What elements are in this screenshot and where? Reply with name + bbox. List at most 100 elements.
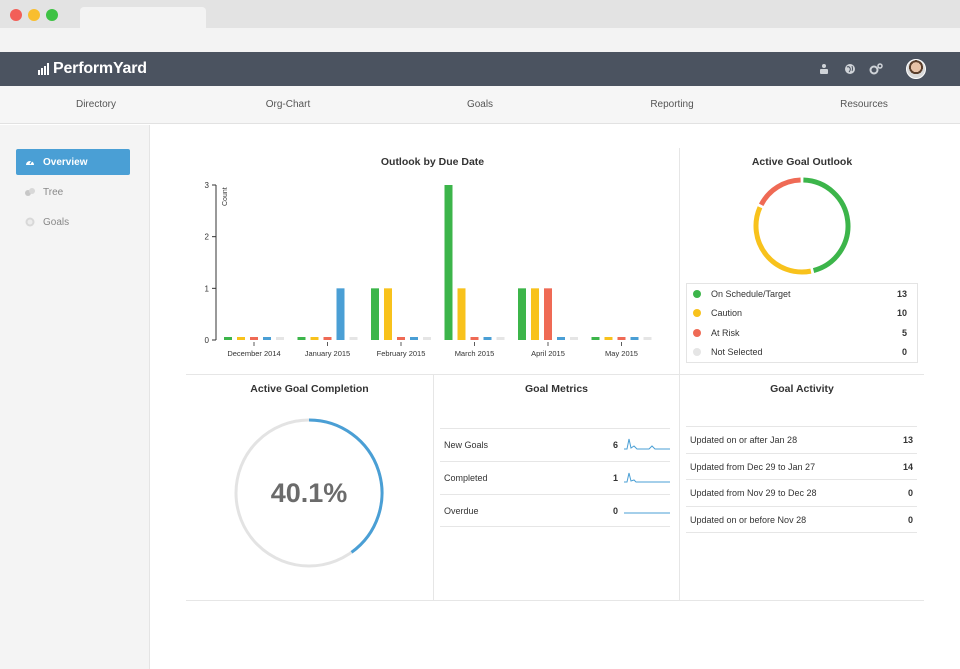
sidebar-item-goals[interactable]: Goals <box>16 209 130 235</box>
metric-row-overdue: Overdue 0 <box>440 494 670 527</box>
activity-row: Updated on or after Jan 28 13 <box>686 426 917 453</box>
sidebar-item-tree[interactable]: Tree <box>16 179 130 205</box>
sidebar-item-label: Tree <box>43 186 64 198</box>
tree-icon <box>25 187 35 197</box>
bar <box>237 337 245 340</box>
app-name: PerformYard <box>53 60 147 77</box>
bar <box>444 185 453 340</box>
browser-chrome <box>0 0 960 52</box>
user-avatar[interactable] <box>906 59 926 79</box>
divider <box>186 374 924 375</box>
bar <box>496 337 505 340</box>
sidebar: Overview Tree Goals <box>0 125 150 669</box>
main-nav: Directory Org-Chart Goals Reporting Reso… <box>0 86 960 124</box>
sidebar-item-label: Goals <box>43 216 70 228</box>
close-window-button[interactable] <box>10 9 22 21</box>
donut-slice <box>758 177 801 207</box>
bar <box>323 337 332 340</box>
donut-slice <box>753 206 812 275</box>
x-tick-label: March 2015 <box>455 349 495 358</box>
metrics-title: Goal Metrics <box>524 383 589 395</box>
completion-ring-progress <box>308 418 384 554</box>
x-tick-label: February 2015 <box>377 349 426 358</box>
outlook-legend: On Schedule/Target 13 Caution 10 At Risk… <box>686 283 918 363</box>
legend-dot <box>693 328 701 337</box>
bar <box>531 288 539 340</box>
legend-dot <box>693 309 701 318</box>
target-icon <box>25 217 35 227</box>
browser-toolbar <box>0 28 960 52</box>
outlook-bar-chart: 0 1 2 3 Count December 2014 January 2015 Febru… <box>205 181 652 358</box>
x-tick-label: May 2015 <box>605 349 638 358</box>
y-axis-label: Count <box>222 187 229 206</box>
minimize-window-button[interactable] <box>28 9 40 21</box>
bar <box>310 337 319 340</box>
donut-slice <box>803 177 851 273</box>
legend-dot <box>693 348 701 357</box>
maximize-window-button[interactable] <box>46 9 58 21</box>
divider <box>433 374 434 600</box>
bar <box>518 288 526 340</box>
bar <box>384 288 392 340</box>
org-icon[interactable] <box>816 61 832 77</box>
completed-sparkline <box>624 472 670 483</box>
gears-icon[interactable] <box>868 61 884 77</box>
x-tick-label: January 2015 <box>305 349 350 358</box>
x-tick-label: April 2015 <box>531 349 565 358</box>
bar <box>349 337 358 340</box>
active-outlook-donut <box>753 177 851 275</box>
bar <box>570 337 578 340</box>
activity-title: Goal Activity <box>770 383 834 395</box>
y-tick-label: 0 <box>205 336 210 345</box>
bar <box>276 337 284 340</box>
sidebar-item-label: Overview <box>43 156 88 168</box>
nav-resources[interactable]: Resources <box>840 99 888 110</box>
bar <box>483 337 492 340</box>
bar <box>544 288 552 340</box>
nav-goals[interactable]: Goals <box>466 99 494 110</box>
bar <box>630 337 639 340</box>
new-goals-sparkline <box>624 438 670 450</box>
divider <box>186 600 924 601</box>
overdue-sparkline <box>624 512 670 513</box>
metric-row-new-goals: New Goals 6 <box>440 428 670 461</box>
legend-row-on-schedule: On Schedule/Target 13 <box>687 284 917 304</box>
bar <box>643 337 652 340</box>
bar <box>371 288 379 340</box>
app-header: PerformYard <box>0 52 960 86</box>
completion-title: Active Goal Completion <box>250 383 369 395</box>
completion-percent: 40.1% <box>271 478 348 508</box>
globe-icon[interactable] <box>842 61 858 77</box>
legend-dot <box>693 289 701 298</box>
nav-org-chart[interactable]: Org-Chart <box>265 99 311 110</box>
legend-row-not-selected: Not Selected 0 <box>687 343 917 363</box>
metric-row-completed: Completed 1 <box>440 461 670 494</box>
app-logo[interactable]: PerformYard <box>38 60 147 78</box>
bar <box>423 337 431 340</box>
bar <box>224 337 232 340</box>
nav-reporting[interactable]: Reporting <box>650 99 694 110</box>
bar <box>591 337 600 340</box>
nav-directory[interactable]: Directory <box>75 99 116 110</box>
activity-row: Updated from Nov 29 to Dec 28 0 <box>686 479 917 506</box>
x-tick-label: December 2014 <box>227 349 280 358</box>
activity-row: Updated from Dec 29 to Jan 27 14 <box>686 453 917 479</box>
bar <box>470 337 479 340</box>
bar <box>410 337 418 340</box>
y-tick-label: 3 <box>205 181 210 190</box>
bar <box>297 337 306 340</box>
logo-bars-icon <box>38 63 50 75</box>
browser-tab[interactable] <box>80 7 206 29</box>
bar <box>617 337 626 340</box>
bar <box>457 288 466 340</box>
bar <box>263 337 271 340</box>
legend-row-caution: Caution 10 <box>687 304 917 324</box>
legend-row-at-risk: At Risk 5 <box>687 323 917 343</box>
sidebar-item-overview[interactable]: Overview <box>16 149 130 175</box>
y-tick-label: 1 <box>205 284 210 293</box>
y-tick-label: 2 <box>205 233 210 242</box>
bar <box>604 337 613 340</box>
bar <box>336 288 345 340</box>
bar <box>557 337 565 340</box>
outlook-chart-title: Outlook by Due Date <box>380 156 485 168</box>
